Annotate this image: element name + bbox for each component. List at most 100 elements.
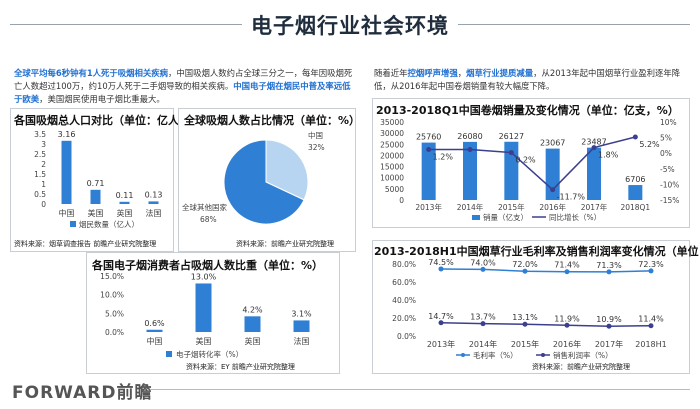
bar-value-label: 25760: [416, 133, 441, 142]
x-tick-label: 2018H1: [635, 340, 666, 349]
x-tick-label: 中国: [59, 208, 75, 218]
series-point: [564, 322, 570, 328]
x-tick-label: 英国: [245, 336, 261, 346]
x-tick-label: 2014年: [469, 339, 497, 349]
series-point: [648, 268, 654, 274]
right-text-highlight-1: 控烟呼声增强: [407, 68, 458, 78]
growth-value-label: 1.8%: [598, 151, 619, 160]
data-label: 0.13: [145, 190, 163, 199]
margin-chart-source: 资料来源：前瞻产业研究院整理: [532, 363, 630, 371]
bar: [61, 140, 72, 204]
series-point: [522, 321, 528, 327]
left-text-highlight-2: 中国电子烟在烟民中普及率远低于欧美: [14, 81, 351, 104]
y-tick-label: 15000: [380, 163, 404, 172]
ecig-chart: 0.0% 5.0% 10.0% 15.0% 0.6% 中国 13.0% 美国 4.2% 英国 3.1…: [100, 272, 312, 359]
y-tick-label: 30000: [380, 129, 404, 138]
growth-point: [426, 146, 432, 152]
data-label: 72.0%: [512, 260, 538, 269]
y-tick-label: 3: [41, 140, 46, 149]
x-tick-label: 美国: [196, 336, 212, 346]
bar: [421, 142, 436, 200]
x-tick-label: 2014年: [457, 202, 484, 212]
legend-label: 毛利率（%）: [473, 350, 518, 360]
footer-rule: [150, 389, 690, 390]
series-point: [606, 323, 612, 329]
series-point: [438, 266, 444, 272]
growth-value-label: 5.2%: [639, 140, 660, 149]
smokers-chart-panel: [10, 108, 174, 252]
legend-label: 销售利润率（%）: [553, 350, 613, 360]
bar: [119, 201, 130, 204]
growth-line: [428, 136, 636, 191]
ecig-chart-title: 各国电子烟消费者占吸烟人数比重（单位：%）: [92, 259, 324, 272]
x-tick-label: 法国: [294, 336, 310, 346]
y-tick-label: 0.0%: [105, 328, 124, 337]
y-tick-label: 60.0%: [392, 278, 416, 287]
growth-point: [591, 145, 597, 151]
y-tick-label: 15.0%: [100, 272, 124, 281]
right-text-1: 随着近年: [374, 68, 408, 78]
series-point: [606, 269, 612, 275]
data-label: 11.9%: [554, 314, 580, 323]
data-label: 13.7%: [470, 313, 496, 322]
pie-value-label: 68%: [200, 215, 217, 224]
growth-point: [508, 150, 514, 156]
pie-chart: 中国 32% 全球其他国家 68%: [182, 130, 325, 225]
y-tick-label: 10.0%: [100, 291, 124, 300]
x-tick-label: 2016年: [553, 339, 581, 349]
legend-label: 同比增长（%）: [549, 212, 601, 222]
y-tick-label: 20.0%: [392, 314, 416, 323]
bar: [90, 189, 101, 204]
smokers-chart: 00.511.522.533.5 3.16 中国 0.71 美国 0.11 英国 0.13 法国…: [34, 130, 163, 229]
growth-point: [467, 146, 473, 152]
bar: [293, 320, 310, 332]
bar-value-label: 26080: [457, 132, 482, 141]
growth-value-label: -11.7%: [557, 193, 586, 202]
pie-slice: [223, 139, 305, 225]
y-tick-label: 80.0%: [392, 260, 416, 269]
y-tick-label: 2: [41, 160, 46, 169]
data-label: 72.3%: [638, 260, 664, 269]
legend-marker: [541, 353, 545, 357]
x-tick-label: 2018Q1: [620, 203, 650, 212]
footer-brand-logo: FORWARD前瞻: [12, 383, 153, 403]
x-tick-label: 2017年: [595, 339, 623, 349]
y2-tick-label: 10%: [660, 118, 677, 127]
legend-swatch: [166, 351, 172, 357]
x-tick-label: 中国: [147, 336, 163, 346]
legend-marker: [461, 353, 465, 357]
growth-value-label: 1.2%: [433, 152, 454, 161]
margin-chart: 0.0% 20.0% 40.0% 60.0% 80.0% 74.5% 74.0% 72.0% 7…: [392, 258, 667, 360]
data-label: 10.9%: [596, 315, 622, 324]
bar: [244, 316, 261, 332]
series-point: [564, 269, 570, 275]
y2-tick-label: 0%: [660, 149, 672, 158]
smokers-chart-source: 资料来源：烟草调查报告 前瞻产业研究院整理: [14, 240, 157, 248]
y-tick-label: 40.0%: [392, 296, 416, 305]
legend-label: 销量（亿支）: [483, 212, 528, 222]
bar-value-label: 6706: [625, 175, 645, 184]
data-label: 13.1%: [512, 313, 538, 322]
data-label: 74.0%: [470, 258, 496, 267]
x-tick-label: 2013年: [415, 202, 442, 212]
data-label: 71.4%: [554, 261, 580, 270]
bar: [148, 201, 159, 204]
x-tick-label: 英国: [117, 208, 133, 218]
left-text-highlight-1: 全球平均每6秒钟有1人死于吸烟相关疾病: [14, 68, 169, 78]
right-paragraph: 随着近年控烟呼声增强，烟草行业提质减量，从2013年起中国烟草行业盈利逐年降低，…: [374, 67, 684, 93]
y-tick-label: 0: [41, 200, 46, 209]
bar: [587, 147, 601, 200]
y-tick-label: 0: [399, 196, 404, 205]
pie-value-label: 32%: [308, 143, 325, 152]
pie-label: 全球其他国家: [182, 202, 227, 212]
y-tick-label: 0.5: [34, 190, 46, 199]
y-tick-label: 5000: [385, 185, 404, 194]
series-point: [480, 321, 486, 327]
y-tick-label: 10000: [380, 174, 404, 183]
bar: [628, 185, 643, 200]
bar: [146, 329, 163, 332]
y2-tick-label: -10%: [660, 180, 679, 189]
left-text-body-1: ，中国吸烟人数约占全球三分之一，每年因吸烟死亡人数超过100万，约10万人死于二…: [14, 68, 353, 91]
series-point: [522, 268, 528, 274]
left-text-body-2: ，美国烟民使用电子烟比重最大。: [39, 94, 165, 104]
